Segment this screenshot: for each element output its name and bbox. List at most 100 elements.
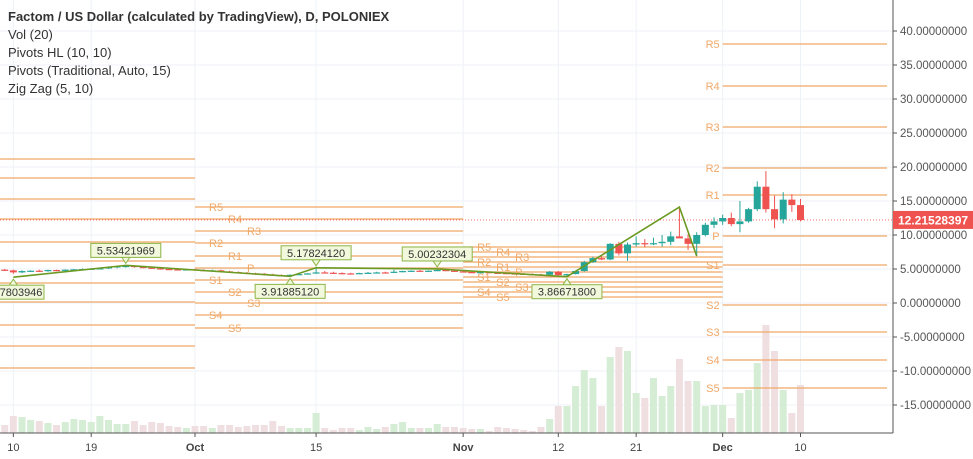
candle-body bbox=[684, 238, 692, 244]
zigzag-label-box bbox=[531, 284, 603, 300]
volume-bar bbox=[338, 428, 346, 433]
candle bbox=[554, 271, 562, 276]
price-axis-bg bbox=[893, 0, 973, 459]
volume-bar bbox=[27, 420, 35, 433]
volume-bar bbox=[736, 393, 744, 433]
volume-bar bbox=[537, 427, 545, 433]
candle-body bbox=[53, 270, 61, 272]
candle bbox=[667, 231, 675, 246]
candle-body bbox=[658, 241, 666, 244]
candle-body bbox=[399, 271, 407, 273]
volume-bar bbox=[373, 429, 381, 433]
candle bbox=[693, 232, 701, 257]
zigzag-label-text: 5.53421969 bbox=[97, 245, 155, 257]
volume-bar bbox=[381, 427, 389, 433]
candle-body bbox=[554, 271, 562, 276]
candle bbox=[649, 237, 657, 246]
volume-bar bbox=[303, 428, 311, 433]
candle-body bbox=[476, 272, 484, 274]
candle-body bbox=[347, 273, 355, 275]
candle-body bbox=[303, 273, 311, 275]
candle-body bbox=[381, 272, 389, 274]
candle-body bbox=[433, 270, 441, 272]
candle bbox=[303, 273, 311, 275]
zigzag-label-box bbox=[0, 284, 45, 300]
candle-body bbox=[719, 218, 727, 222]
candle bbox=[719, 214, 727, 225]
volume-bar bbox=[70, 419, 78, 433]
candle bbox=[381, 271, 389, 274]
candle-body bbox=[563, 274, 571, 276]
zigzag-label-text: 5.00232304 bbox=[408, 249, 466, 261]
y-tick-label: 40.00000000 bbox=[900, 26, 967, 38]
candle-body bbox=[459, 271, 467, 273]
y-tick-label: 5.00000000 bbox=[900, 264, 961, 276]
volume-bar bbox=[312, 413, 320, 433]
pivot-label-s3: S3 bbox=[515, 282, 528, 294]
pivot-label-s2: S2 bbox=[496, 277, 509, 289]
y-tick-label: 35.00000000 bbox=[900, 60, 967, 72]
candle-body bbox=[44, 270, 52, 272]
x-tick-label: 19 bbox=[85, 442, 97, 454]
volume-bar bbox=[701, 406, 709, 433]
candle bbox=[684, 234, 692, 250]
candle-body bbox=[762, 186, 770, 210]
volume-bar bbox=[329, 430, 337, 433]
indicator-zigzag[interactable]: Zig Zag (5, 10) bbox=[8, 81, 94, 96]
y-tick-label: 15.00000000 bbox=[900, 196, 967, 208]
volume-bar bbox=[771, 351, 779, 433]
volume-bar bbox=[390, 424, 398, 433]
candle-body bbox=[546, 271, 554, 275]
candle-body bbox=[701, 224, 709, 235]
candle bbox=[797, 198, 804, 222]
zigzag-label-pointer bbox=[121, 257, 131, 265]
volume-bar bbox=[580, 370, 588, 433]
volume-bar bbox=[753, 363, 761, 433]
candle bbox=[771, 195, 779, 229]
candle-body bbox=[407, 270, 415, 272]
volume-bar bbox=[745, 390, 753, 433]
zigzag-label: 3.91885120 bbox=[254, 277, 326, 299]
chart-legend: Factom / US Dollar (calculated by Tradin… bbox=[8, 8, 389, 98]
candle-body bbox=[295, 274, 303, 276]
zigzag-label: 5.00232304 bbox=[401, 246, 473, 268]
candle bbox=[27, 270, 35, 272]
volume-bar bbox=[295, 428, 303, 433]
candle-body bbox=[390, 271, 398, 273]
x-tick-label: 10 bbox=[7, 442, 19, 454]
zigzag-label: 3.86671800 bbox=[531, 277, 603, 300]
candle-body bbox=[139, 266, 147, 269]
candle bbox=[373, 271, 381, 274]
x-tick-label: 10 bbox=[794, 442, 806, 454]
pivot-label-s4: S4 bbox=[209, 310, 222, 322]
volume-bar bbox=[598, 406, 606, 433]
volume-bar bbox=[278, 426, 285, 433]
pivot-label-r1: R1 bbox=[496, 262, 510, 274]
x-tick-label: Dec bbox=[713, 442, 733, 454]
volume-bar bbox=[502, 428, 510, 433]
indicator-pivots[interactable]: Pivots (Traditional, Auto, 15) bbox=[8, 63, 171, 78]
candle-body bbox=[606, 243, 614, 260]
volume-bar bbox=[200, 426, 208, 433]
volume-bar bbox=[130, 421, 138, 433]
volume-bar bbox=[641, 398, 649, 433]
candle bbox=[606, 243, 614, 261]
candle bbox=[53, 269, 61, 272]
indicator-volume[interactable]: Vol (20) bbox=[8, 27, 53, 42]
volume-bar bbox=[589, 378, 597, 433]
candle bbox=[390, 269, 398, 274]
pivot-label-r2: R2 bbox=[477, 257, 491, 269]
candle bbox=[416, 270, 424, 272]
zigzag-label-box bbox=[254, 283, 326, 299]
indicator-pivots-hl[interactable]: Pivots HL (10, 10) bbox=[8, 45, 112, 60]
zigzag-label-pointer bbox=[562, 277, 572, 285]
volume-bar bbox=[684, 381, 692, 433]
volume-bar bbox=[632, 393, 640, 433]
x-tick-label: 15 bbox=[310, 442, 322, 454]
candle-body bbox=[338, 273, 346, 275]
volume-bar bbox=[113, 424, 121, 433]
pivot-label-s3: S3 bbox=[247, 298, 260, 310]
candle bbox=[762, 171, 770, 213]
pivot-label-s4: S4 bbox=[706, 355, 719, 367]
